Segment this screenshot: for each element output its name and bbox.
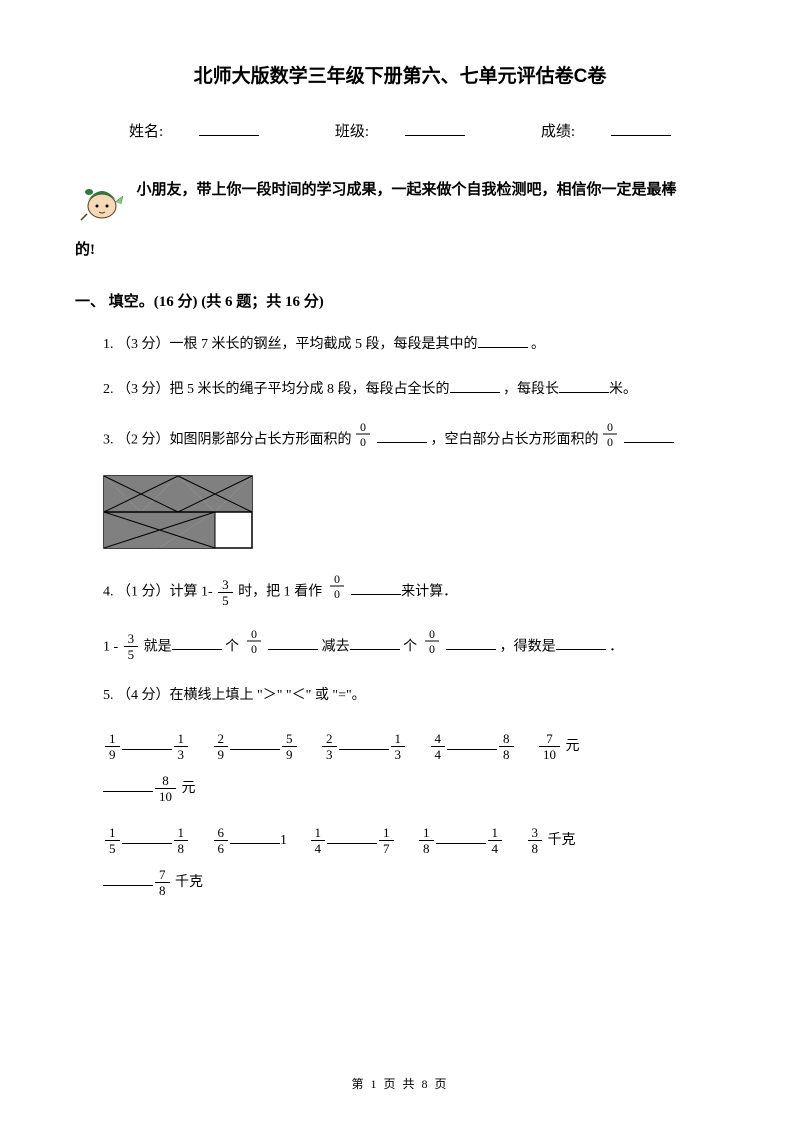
class-input[interactable] bbox=[405, 118, 465, 136]
blank[interactable] bbox=[478, 332, 528, 348]
blank[interactable] bbox=[122, 828, 172, 844]
blank[interactable] bbox=[103, 870, 153, 886]
fraction-row-2: 1518 661 1417 1814 38 千克 78 千克 bbox=[103, 820, 725, 904]
fraction-blank-icon: 00 bbox=[245, 627, 263, 668]
intro-line1: 小朋友，带上你一段时间的学习成果，一起来做个自我检测吧，相信你一定是最棒 bbox=[137, 182, 677, 198]
svg-text:0: 0 bbox=[360, 420, 366, 434]
svg-text:0: 0 bbox=[429, 642, 435, 655]
section-heading: 一、 填空。(16 分) (共 6 题；共 16 分) bbox=[75, 289, 725, 316]
svg-text:0: 0 bbox=[429, 627, 435, 641]
svg-text:0: 0 bbox=[334, 587, 340, 600]
blank[interactable] bbox=[230, 828, 280, 844]
blank[interactable] bbox=[268, 634, 318, 650]
blank[interactable] bbox=[624, 427, 674, 443]
svg-text:0: 0 bbox=[251, 627, 257, 641]
blank[interactable] bbox=[450, 377, 500, 393]
intro: 小朋友，带上你一段时间的学习成果，一起来做个自我检测吧，相信你一定是最棒 的! bbox=[75, 174, 725, 267]
mascot-icon bbox=[75, 174, 129, 228]
fraction-blank-icon: 00 bbox=[354, 420, 372, 461]
blank[interactable] bbox=[350, 634, 400, 650]
svg-text:0: 0 bbox=[607, 435, 613, 448]
svg-text:0: 0 bbox=[607, 420, 613, 434]
blank[interactable] bbox=[559, 377, 609, 393]
question-1: 1. （3 分）一根 7 米长的钢丝，平均截成 5 段，每段是其中的 。 bbox=[103, 330, 725, 361]
question-5: 5. （4 分）在横线上填上 "＞" "＜" 或 "="。 bbox=[103, 681, 725, 712]
fraction-row-1: 1913 2959 2313 4488 710 元 810 元 bbox=[103, 726, 725, 810]
question-3: 3. （2 分）如图阴影部分占长方形面积的00 ，空白部分占长方形面积的00 bbox=[103, 420, 725, 461]
score-input[interactable] bbox=[611, 118, 671, 136]
name-label: 姓名: bbox=[129, 124, 163, 140]
question-4b: 1 - 35 就是 个 00 减去 个 00 ，得数是 ． bbox=[103, 627, 725, 668]
blank[interactable] bbox=[436, 828, 486, 844]
score-label: 成绩: bbox=[541, 124, 575, 140]
name-input[interactable] bbox=[199, 118, 259, 136]
blank[interactable] bbox=[103, 776, 153, 792]
class-label: 班级: bbox=[335, 124, 369, 140]
blank[interactable] bbox=[122, 734, 172, 750]
blank[interactable] bbox=[446, 634, 496, 650]
svg-text:0: 0 bbox=[334, 572, 340, 586]
blank[interactable] bbox=[327, 828, 377, 844]
question-2: 2. （3 分）把 5 米长的绳子平均分成 8 段，每段占全长的 ，每段长米。 bbox=[103, 375, 725, 406]
rectangle-diagram bbox=[103, 475, 725, 558]
blank[interactable] bbox=[172, 634, 222, 650]
page-title: 北师大版数学三年级下册第六、七单元评估卷C卷 bbox=[75, 60, 725, 94]
question-4: 4. （1 分）计算 1- 35 时，把 1 看作 00 来计算． bbox=[103, 572, 725, 613]
page-footer: 第 1 页 共 8 页 bbox=[0, 1074, 800, 1096]
svg-text:0: 0 bbox=[251, 642, 257, 655]
fraction-blank-icon: 00 bbox=[328, 572, 346, 613]
blank[interactable] bbox=[556, 634, 606, 650]
info-row: 姓名: 班级: 成绩: bbox=[75, 118, 725, 146]
blank[interactable] bbox=[230, 734, 280, 750]
intro-line2: 的! bbox=[75, 234, 725, 267]
blank[interactable] bbox=[377, 427, 427, 443]
fraction-blank-icon: 00 bbox=[423, 627, 441, 668]
svg-text:0: 0 bbox=[360, 435, 366, 448]
blank[interactable] bbox=[339, 734, 389, 750]
fraction-blank-icon: 00 bbox=[601, 420, 619, 461]
blank[interactable] bbox=[351, 579, 401, 595]
blank[interactable] bbox=[447, 734, 497, 750]
